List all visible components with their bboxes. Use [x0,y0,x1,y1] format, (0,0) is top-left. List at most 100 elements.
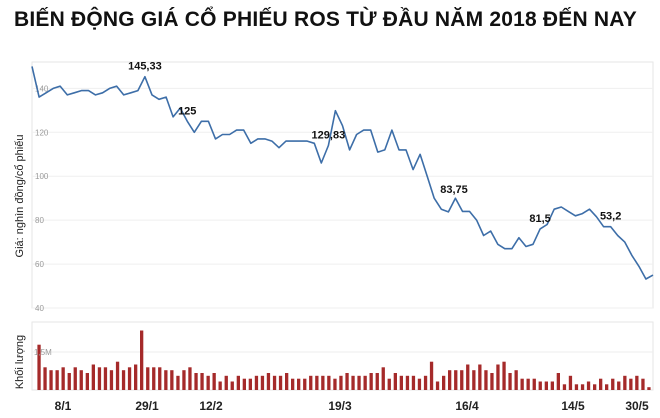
volume-bar [375,373,379,390]
volume-bar [593,384,597,390]
price-y-tick: 80 [35,216,44,225]
volume-bar [629,378,633,390]
volume-bar [146,367,150,390]
volume-bar [115,361,120,390]
volume-bar [291,378,295,390]
volume-bar [526,378,530,390]
volume-bar [254,375,259,390]
volume-panel: 1,5M [31,321,654,391]
volume-bar [230,381,234,390]
x-tick-label: 30/5 [625,399,649,413]
volume-bar [224,375,228,390]
volume-bar [194,373,198,390]
volume-bar [423,375,428,390]
volume-bar [327,375,331,390]
volume-bar [586,381,591,390]
volume-bar [369,373,373,390]
volume-bar [188,367,192,390]
volume-bar [472,370,476,390]
volume-bar [611,378,615,390]
volume-bar [303,378,307,390]
volume-bar [442,375,446,390]
volume-bar [617,381,621,390]
volume-bar [345,373,349,390]
volume-bar [121,370,126,390]
volume-bar [417,378,422,390]
volume-bar [351,375,355,390]
volume-bar [502,361,506,390]
chart-title: BIẾN ĐỘNG GIÁ CỔ PHIẾU ROS TỪ ĐẦU NĂM 20… [14,8,637,31]
volume-bar [218,381,222,390]
volume-bar [67,373,71,390]
volume-bar [297,378,301,390]
volume-bar [556,373,560,390]
volume-bar [266,373,271,390]
volume-bar [496,364,500,390]
price-annotation: 81,5 [529,213,550,225]
volume-bar [357,375,361,390]
volume-bar [466,364,470,390]
price-y-tick: 40 [35,304,44,313]
price-annotation: 125 [178,105,196,117]
volume-bar [272,375,277,390]
price-annotation: 53,2 [600,211,621,223]
volume-bar [321,375,325,390]
volume-bar [212,373,216,390]
price-annotation: 129,83 [312,129,346,141]
x-tick-label: 16/4 [455,399,479,413]
volume-bar [333,378,337,390]
x-tick-label: 14/5 [561,399,585,413]
volume-bar [574,384,579,390]
x-tick-label: 8/1 [55,399,72,413]
volume-bar [85,373,89,390]
x-tick-label: 19/3 [328,399,352,413]
price-panel: 40 60 80 100 120 140 145,33 125 129,83 83,75 81,5… [31,61,654,313]
volume-bar [43,367,47,390]
volume-bar [387,378,391,390]
volume-bar [182,370,186,390]
volume-bar [55,370,59,390]
volume-bar [550,381,554,390]
volume-bar [152,367,156,390]
volume-bar [411,375,416,390]
volume-bar [484,370,488,390]
volume-bar [248,378,252,390]
volume-bar [478,364,482,390]
volume-bar [623,375,627,390]
volume-bar [460,370,464,390]
price-grid [32,87,653,309]
x-tick-label: 29/1 [135,399,159,413]
volume-bar [647,387,651,390]
price-frame [31,61,654,309]
volume-bar [599,378,603,390]
volume-bar [134,364,138,390]
volume-bar [73,367,77,390]
volume-bar [140,330,144,390]
volume-bar [514,370,518,390]
volume-bar [285,373,289,390]
volume-bar [278,375,283,390]
volume-bar [103,367,108,390]
volume-bar [399,375,403,390]
volume-bar [61,367,65,390]
volume-bar [206,375,210,390]
price-y-tick: 120 [35,128,49,137]
volume-bar [200,373,204,390]
volume-bar [315,375,319,390]
price-line [31,66,654,280]
volume-bar [641,378,645,390]
price-y-ticks: 40 60 80 100 120 140 [35,84,49,313]
volume-bar [520,378,524,390]
volume-bar [158,367,162,390]
volume-bar [580,384,585,390]
volume-bar [37,344,41,390]
volume-bars [37,330,651,390]
volume-bar [260,375,265,390]
volume-bar [508,373,512,390]
price-annotation: 145,33 [128,61,162,73]
price-annotations: 145,33 125 129,83 83,75 81,5 53,2 [128,61,621,225]
volume-bar [49,370,53,390]
volume-bar [242,378,246,390]
volume-bar [544,381,548,390]
